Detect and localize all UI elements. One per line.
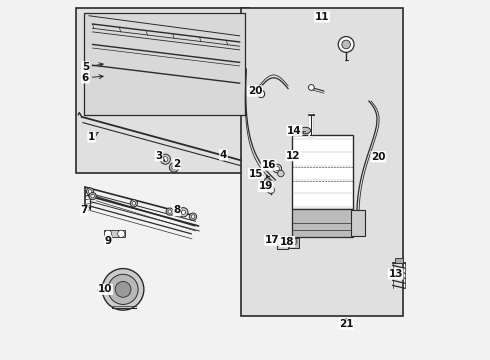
Text: 10: 10 bbox=[98, 284, 113, 294]
Circle shape bbox=[278, 170, 284, 177]
Text: 2: 2 bbox=[172, 159, 180, 169]
Text: 19: 19 bbox=[259, 181, 273, 192]
Text: 4: 4 bbox=[220, 150, 227, 161]
Bar bbox=[292, 209, 353, 237]
Circle shape bbox=[342, 40, 350, 49]
Circle shape bbox=[309, 85, 314, 90]
Circle shape bbox=[291, 238, 297, 245]
Bar bbox=[76, 8, 248, 173]
Circle shape bbox=[191, 215, 195, 219]
Circle shape bbox=[104, 230, 112, 237]
Text: 8: 8 bbox=[173, 206, 182, 216]
Circle shape bbox=[275, 166, 279, 171]
Circle shape bbox=[160, 154, 171, 164]
Text: 7: 7 bbox=[81, 206, 91, 216]
Bar bbox=[98, 287, 104, 292]
Circle shape bbox=[118, 230, 125, 237]
Text: 5: 5 bbox=[82, 62, 103, 72]
Bar bbox=[104, 230, 125, 237]
Text: 20: 20 bbox=[371, 152, 386, 162]
Circle shape bbox=[132, 202, 136, 205]
Text: 20: 20 bbox=[248, 86, 262, 96]
Text: 17: 17 bbox=[265, 235, 279, 245]
Bar bbox=[351, 211, 365, 235]
Circle shape bbox=[166, 208, 173, 215]
Circle shape bbox=[181, 210, 186, 215]
Circle shape bbox=[115, 282, 131, 297]
Circle shape bbox=[102, 269, 144, 310]
Text: 11: 11 bbox=[315, 12, 329, 22]
Bar bbox=[242, 8, 403, 316]
Text: 16: 16 bbox=[262, 160, 276, 170]
Circle shape bbox=[91, 194, 95, 198]
Bar bbox=[277, 238, 288, 249]
Text: 3: 3 bbox=[155, 150, 165, 161]
Text: 15: 15 bbox=[248, 168, 264, 179]
Circle shape bbox=[170, 163, 179, 172]
Circle shape bbox=[258, 90, 265, 98]
Circle shape bbox=[88, 190, 92, 193]
Circle shape bbox=[267, 186, 274, 194]
Text: 9: 9 bbox=[104, 236, 112, 246]
Circle shape bbox=[172, 165, 176, 170]
Text: 1: 1 bbox=[88, 132, 98, 142]
Text: 21: 21 bbox=[339, 319, 353, 329]
Bar bbox=[289, 238, 299, 248]
Circle shape bbox=[190, 213, 196, 220]
Circle shape bbox=[168, 210, 172, 213]
Circle shape bbox=[130, 200, 137, 207]
Circle shape bbox=[265, 178, 270, 184]
Text: 6: 6 bbox=[82, 73, 103, 83]
Text: 12: 12 bbox=[286, 150, 301, 161]
Text: 13: 13 bbox=[389, 269, 403, 279]
Circle shape bbox=[108, 274, 138, 305]
Bar bbox=[292, 135, 353, 210]
Circle shape bbox=[269, 188, 272, 192]
Text: 14: 14 bbox=[287, 126, 303, 135]
Bar bbox=[84, 13, 245, 116]
Bar bbox=[395, 258, 403, 263]
Circle shape bbox=[87, 188, 94, 195]
Ellipse shape bbox=[300, 127, 311, 134]
Text: 18: 18 bbox=[280, 236, 294, 247]
Circle shape bbox=[89, 193, 96, 200]
Circle shape bbox=[273, 164, 282, 173]
Circle shape bbox=[338, 37, 354, 52]
Circle shape bbox=[179, 208, 188, 217]
Circle shape bbox=[163, 157, 168, 162]
